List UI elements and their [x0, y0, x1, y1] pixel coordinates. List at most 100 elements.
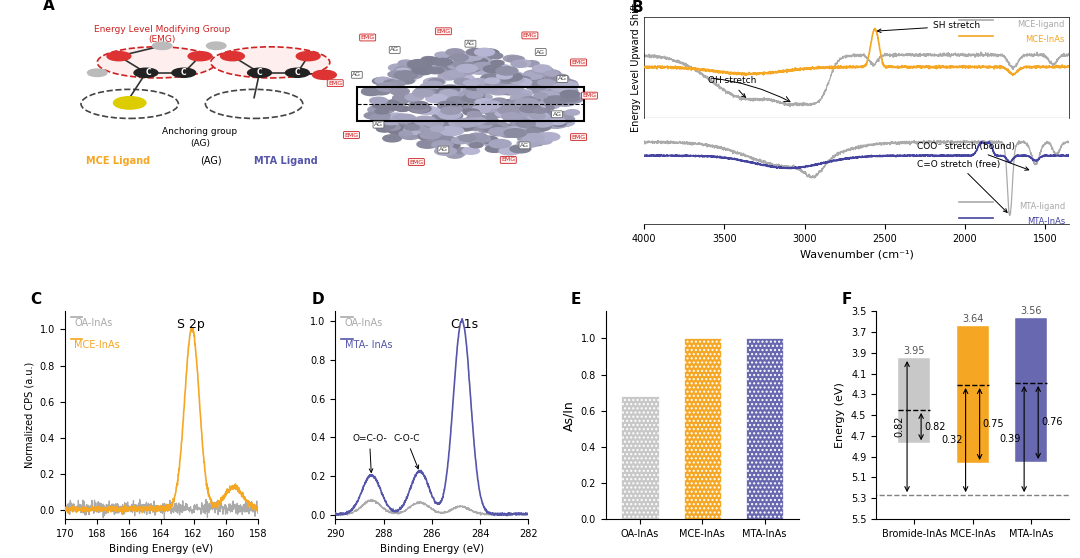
Circle shape	[457, 90, 475, 98]
Circle shape	[518, 107, 542, 116]
Circle shape	[478, 127, 492, 133]
Circle shape	[550, 83, 573, 92]
Circle shape	[549, 118, 566, 124]
Circle shape	[134, 68, 158, 78]
Circle shape	[482, 124, 502, 132]
Circle shape	[500, 131, 516, 137]
Circle shape	[447, 69, 467, 77]
Circle shape	[438, 85, 460, 94]
Circle shape	[494, 76, 515, 84]
Circle shape	[561, 94, 580, 102]
Circle shape	[406, 119, 423, 125]
Circle shape	[459, 62, 483, 72]
Circle shape	[489, 85, 509, 93]
Circle shape	[389, 80, 405, 86]
Circle shape	[489, 128, 508, 136]
Circle shape	[420, 83, 437, 90]
Circle shape	[432, 113, 449, 120]
Circle shape	[538, 99, 553, 105]
Y-axis label: Energy (eV): Energy (eV)	[835, 382, 846, 448]
Circle shape	[426, 89, 442, 95]
Circle shape	[526, 127, 544, 133]
Circle shape	[499, 147, 521, 155]
Circle shape	[514, 76, 530, 83]
Circle shape	[420, 131, 441, 139]
Circle shape	[534, 118, 549, 124]
Circle shape	[378, 114, 394, 121]
Circle shape	[296, 51, 320, 61]
Circle shape	[458, 57, 477, 64]
Circle shape	[552, 74, 569, 81]
Circle shape	[443, 119, 464, 127]
Circle shape	[423, 78, 445, 86]
Circle shape	[362, 88, 378, 94]
Circle shape	[532, 80, 550, 87]
Circle shape	[470, 126, 484, 131]
Text: C: C	[146, 68, 151, 77]
Circle shape	[485, 140, 507, 148]
Circle shape	[373, 78, 391, 85]
Circle shape	[437, 101, 458, 109]
Circle shape	[534, 120, 552, 127]
Circle shape	[440, 112, 462, 120]
Circle shape	[421, 56, 434, 61]
Circle shape	[429, 120, 443, 126]
Circle shape	[440, 104, 455, 109]
Bar	[356, 87, 584, 121]
Text: AG: AG	[558, 76, 567, 81]
Circle shape	[404, 126, 426, 134]
Circle shape	[424, 120, 444, 127]
Circle shape	[508, 56, 524, 62]
Circle shape	[435, 52, 449, 57]
Circle shape	[549, 80, 563, 85]
Text: 0.39: 0.39	[1000, 434, 1022, 444]
Circle shape	[487, 122, 502, 128]
Circle shape	[471, 79, 487, 85]
Circle shape	[510, 127, 531, 135]
Text: AG: AG	[374, 122, 383, 127]
Circle shape	[415, 63, 431, 69]
Text: SH stretch: SH stretch	[877, 21, 980, 32]
Circle shape	[432, 141, 453, 149]
Circle shape	[490, 60, 504, 65]
Bar	[746, 339, 783, 519]
Circle shape	[405, 94, 423, 101]
Circle shape	[424, 81, 443, 88]
Text: C: C	[181, 68, 187, 77]
Ellipse shape	[97, 47, 216, 78]
Circle shape	[507, 89, 521, 94]
Circle shape	[395, 106, 409, 112]
X-axis label: Binding Energy (eV): Binding Energy (eV)	[380, 544, 484, 554]
Circle shape	[503, 55, 521, 62]
Circle shape	[528, 137, 546, 145]
Circle shape	[397, 77, 411, 82]
Circle shape	[473, 62, 492, 70]
Circle shape	[524, 61, 539, 67]
Circle shape	[393, 114, 416, 123]
Circle shape	[377, 101, 400, 110]
Bar	[621, 396, 659, 519]
Circle shape	[483, 83, 504, 91]
Circle shape	[535, 138, 552, 145]
Circle shape	[437, 118, 458, 126]
Circle shape	[472, 94, 492, 101]
Circle shape	[113, 97, 146, 109]
Circle shape	[524, 72, 542, 79]
Circle shape	[445, 142, 460, 148]
Circle shape	[496, 110, 513, 117]
Circle shape	[107, 51, 131, 61]
Circle shape	[87, 69, 107, 76]
Circle shape	[442, 62, 460, 69]
Circle shape	[362, 88, 381, 95]
Circle shape	[438, 110, 461, 119]
Bar	[684, 339, 721, 519]
Circle shape	[519, 111, 542, 120]
Text: MTA- InAs: MTA- InAs	[345, 340, 392, 350]
Circle shape	[417, 61, 431, 67]
Circle shape	[446, 49, 463, 56]
Circle shape	[368, 105, 390, 114]
Circle shape	[414, 124, 432, 131]
Circle shape	[556, 80, 578, 88]
Circle shape	[455, 118, 477, 127]
Circle shape	[478, 103, 501, 112]
